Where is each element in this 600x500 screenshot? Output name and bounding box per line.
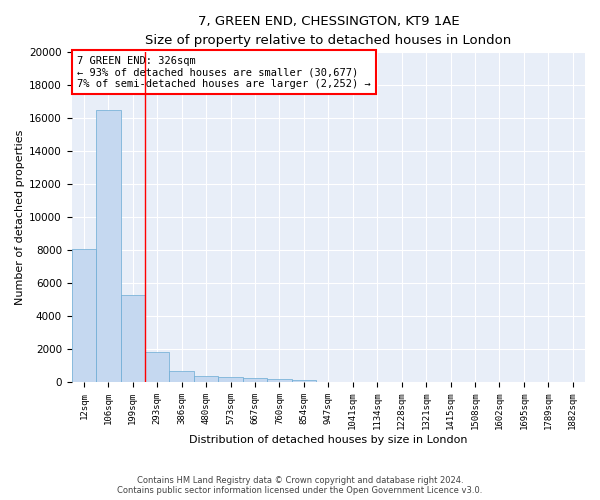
Bar xyxy=(96,110,121,382)
Bar xyxy=(169,370,194,382)
Bar xyxy=(218,378,243,382)
Bar xyxy=(292,380,316,382)
Bar xyxy=(121,294,145,382)
X-axis label: Distribution of detached houses by size in London: Distribution of detached houses by size … xyxy=(189,435,467,445)
Bar xyxy=(267,379,292,382)
Y-axis label: Number of detached properties: Number of detached properties xyxy=(15,130,25,305)
Bar xyxy=(243,378,267,382)
Text: Contains HM Land Registry data © Crown copyright and database right 2024.
Contai: Contains HM Land Registry data © Crown c… xyxy=(118,476,482,495)
Bar xyxy=(71,248,96,382)
Bar xyxy=(194,376,218,382)
Title: 7, GREEN END, CHESSINGTON, KT9 1AE
Size of property relative to detached houses : 7, GREEN END, CHESSINGTON, KT9 1AE Size … xyxy=(145,15,511,47)
Bar xyxy=(145,352,169,382)
Text: 7 GREEN END: 326sqm
← 93% of detached houses are smaller (30,677)
7% of semi-det: 7 GREEN END: 326sqm ← 93% of detached ho… xyxy=(77,56,371,89)
